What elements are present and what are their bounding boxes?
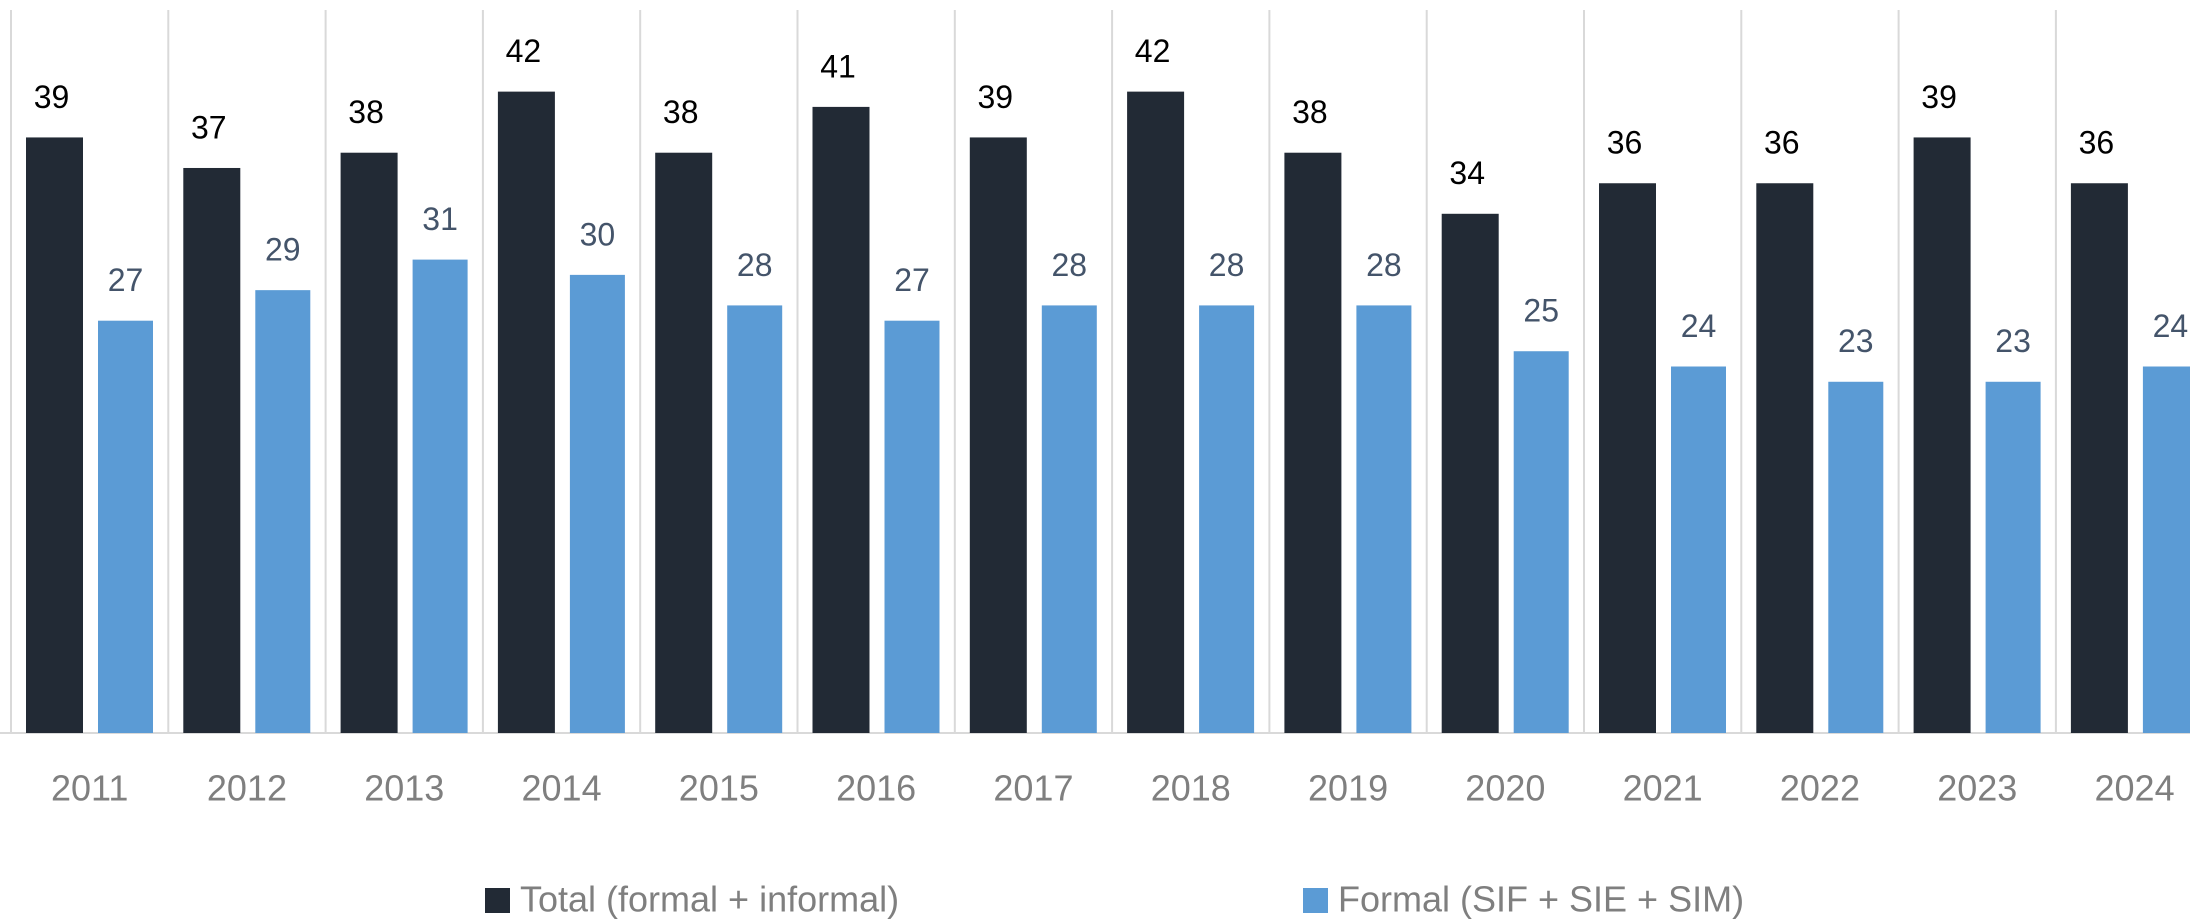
data-label: 38 (348, 94, 384, 130)
bar (497, 91, 555, 733)
bar (727, 305, 783, 733)
data-label: 36 (1764, 125, 1800, 161)
x-tick-label: 2013 (364, 768, 444, 809)
bar (1199, 305, 1255, 733)
bar (1985, 381, 2041, 733)
bar (255, 290, 311, 733)
bar (98, 320, 153, 733)
data-label: 24 (1681, 308, 1717, 344)
x-tick-label: 2017 (993, 768, 1073, 809)
x-tick-label: 2015 (679, 768, 759, 809)
bar (569, 274, 625, 733)
data-label: 27 (108, 262, 144, 298)
data-label: 41 (820, 48, 856, 84)
data-label: 29 (265, 232, 301, 268)
data-label: 38 (1292, 94, 1328, 130)
data-label: 28 (1209, 247, 1245, 283)
data-label: 38 (663, 94, 699, 130)
bar (412, 259, 468, 733)
bar (1671, 366, 1726, 733)
x-tick-label: 2020 (1465, 768, 1545, 809)
bar (812, 106, 870, 734)
data-label: 28 (1052, 247, 1088, 283)
bar (1041, 305, 1097, 733)
bar (1356, 305, 1412, 733)
x-tick-label: 2022 (1780, 768, 1860, 809)
data-label: 23 (1995, 323, 2031, 359)
data-label: 23 (1838, 323, 1874, 359)
legend-label: Formal (SIF + SIE + SIM) (1338, 879, 1744, 920)
data-label: 28 (737, 247, 773, 283)
data-label: 27 (894, 262, 930, 298)
data-label: 31 (422, 201, 458, 237)
legend-swatch (1303, 888, 1328, 913)
bar (1913, 137, 1971, 733)
data-label: 34 (1449, 155, 1485, 191)
data-label: 36 (2079, 125, 2115, 161)
x-tick-label: 2021 (1623, 768, 1703, 809)
x-tick-label: 2018 (1151, 768, 1231, 809)
data-label: 25 (1523, 293, 1559, 329)
data-label: 28 (1366, 247, 1402, 283)
x-tick-label: 2011 (51, 768, 128, 809)
bar (1756, 183, 1814, 733)
bar (2070, 183, 2128, 733)
bar (969, 137, 1027, 733)
legend-swatch (485, 888, 510, 913)
x-tick-label: 2024 (2095, 768, 2175, 809)
x-tick-label: 2023 (1937, 768, 2017, 809)
bar (1441, 213, 1499, 733)
bar (183, 167, 241, 733)
bar (1284, 152, 1342, 734)
bar (26, 137, 83, 733)
x-tick-label: 2014 (522, 768, 602, 809)
bar (655, 152, 713, 734)
bar (340, 152, 398, 734)
data-label: 37 (191, 109, 227, 145)
data-label: 39 (1921, 79, 1957, 115)
data-label: 30 (580, 216, 616, 252)
x-tick-label: 2012 (207, 768, 287, 809)
bar (2142, 366, 2190, 733)
data-label: 42 (1135, 33, 1171, 69)
x-tick-label: 2019 (1308, 768, 1388, 809)
legend-label: Total (formal + informal) (520, 879, 899, 920)
bar (1513, 351, 1569, 733)
x-tick-label: 2016 (836, 768, 916, 809)
data-label: 42 (506, 33, 542, 69)
data-label: 39 (34, 79, 70, 115)
data-label: 36 (1607, 125, 1643, 161)
bar (1599, 183, 1656, 733)
bar (1127, 91, 1185, 733)
bar (1828, 381, 1884, 733)
data-label: 39 (978, 79, 1014, 115)
bar (884, 320, 940, 733)
data-label: 24 (2153, 308, 2189, 344)
